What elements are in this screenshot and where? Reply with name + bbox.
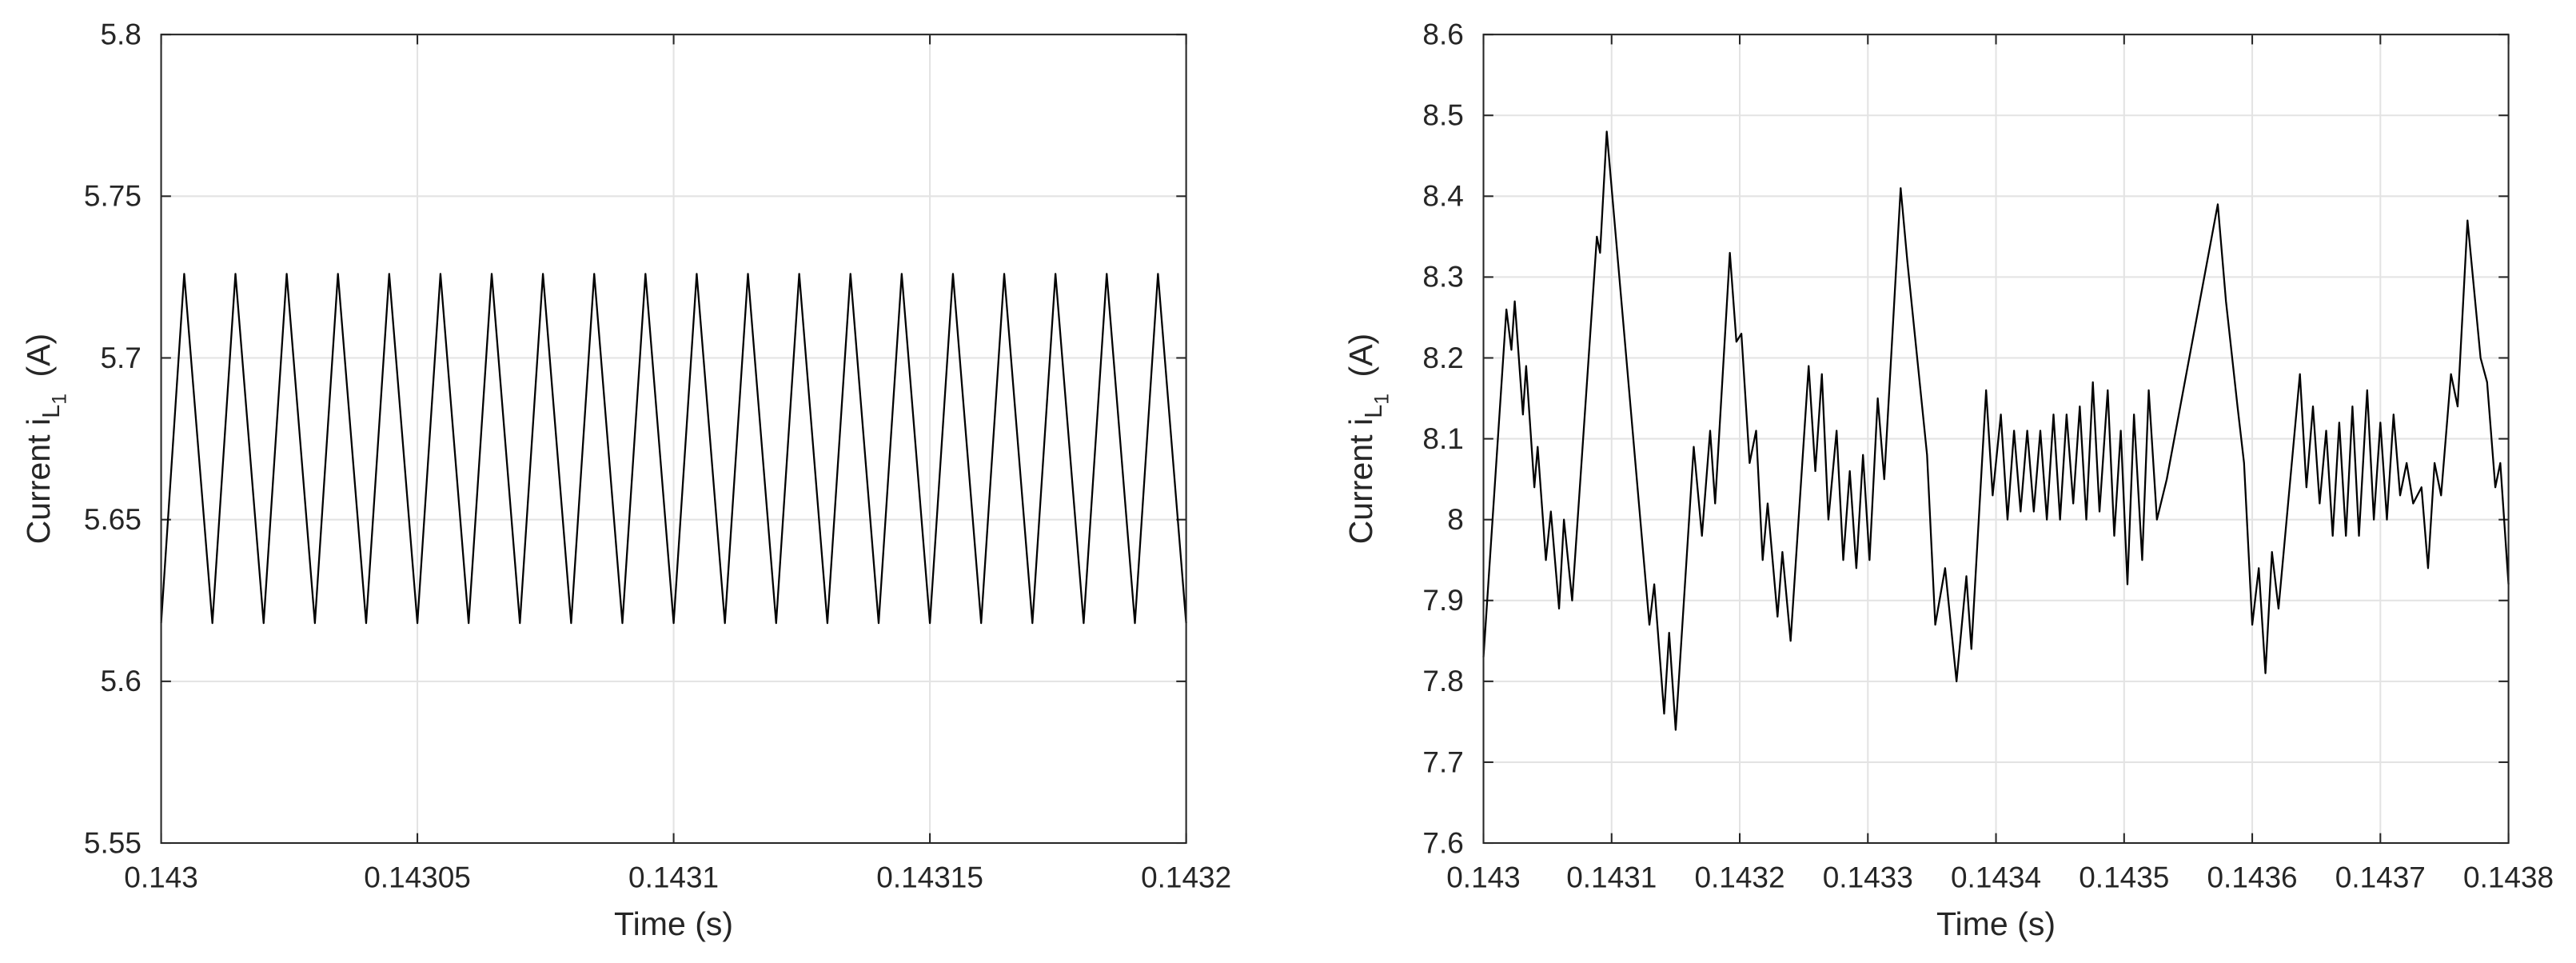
x-tick-label: 0.1433 bbox=[1823, 861, 1913, 893]
x-tick-label: 0.1434 bbox=[1951, 861, 2041, 893]
y-tick-label: 7.7 bbox=[1422, 745, 1463, 778]
y-axis-label-unit: (A) bbox=[1342, 334, 1379, 378]
x-tick-label: 0.1435 bbox=[2079, 861, 2169, 893]
y-axis-label-text: Current i bbox=[20, 418, 57, 545]
x-tick-label: 0.1431 bbox=[1566, 861, 1657, 893]
data-line bbox=[1482, 130, 2510, 731]
y-tick-label: 5.7 bbox=[100, 342, 141, 374]
y-tick-label: 8.3 bbox=[1422, 261, 1463, 294]
y-tick-label: 8.5 bbox=[1422, 99, 1463, 132]
y-tick-label: 5.65 bbox=[84, 503, 142, 536]
y-tick-label: 5.75 bbox=[84, 180, 142, 213]
y-tick-label: 8.4 bbox=[1422, 180, 1463, 213]
y-axis-label-unit: (A) bbox=[20, 334, 57, 378]
y-tick-label: 8 bbox=[1447, 503, 1464, 536]
x-axis-label: Time (s) bbox=[1936, 905, 2056, 942]
y-tick-label: 8.1 bbox=[1422, 422, 1463, 455]
x-axis-label: Time (s) bbox=[614, 905, 733, 942]
y-axis-label-subsub: 1 bbox=[1371, 394, 1393, 405]
y-tick-label: 5.55 bbox=[84, 826, 142, 859]
axes: 0.143 0.14305 0.1431 0.14315 0.1432 5.55 5.6 5.… bbox=[20, 18, 1231, 942]
x-tick-label: 0.1436 bbox=[2207, 861, 2298, 893]
x-tick-label: 0.1437 bbox=[2335, 861, 2426, 893]
x-tick-label: 0.14315 bbox=[876, 861, 983, 893]
x-tick-label: 0.1438 bbox=[2463, 861, 2554, 893]
y-tick-label: 7.8 bbox=[1422, 665, 1463, 697]
x-tick-label: 0.143 bbox=[124, 861, 198, 893]
x-tick-label: 0.1432 bbox=[1694, 861, 1784, 893]
data-line bbox=[160, 273, 1187, 625]
y-axis-label: Current iL1 (A) bbox=[20, 334, 71, 545]
y-tick-label: 7.9 bbox=[1422, 584, 1463, 617]
axes-box bbox=[1482, 34, 2510, 845]
axes: 0.143 0.1431 0.1432 0.1433 0.1434 0.1435 0.143… bbox=[1342, 18, 2554, 942]
y-axis-label-sub: L bbox=[1359, 405, 1387, 418]
y-tick-label: 5.8 bbox=[100, 18, 141, 50]
axes-box bbox=[160, 34, 1187, 845]
x-tick-label: 0.1431 bbox=[628, 861, 719, 893]
y-axis-label-subsub: 1 bbox=[49, 394, 70, 405]
y-tick-label: 7.6 bbox=[1422, 826, 1463, 859]
y-axis-label-sub: L bbox=[37, 405, 65, 418]
y-tick-label: 8.6 bbox=[1422, 18, 1463, 50]
y-axis-label: Current iL1 (A) bbox=[1342, 334, 1394, 545]
x-tick-label: 0.143 bbox=[1446, 861, 1521, 893]
y-tick-label: 5.6 bbox=[100, 665, 141, 697]
y-tick-label: 8.2 bbox=[1422, 342, 1463, 374]
x-tick-label: 0.14305 bbox=[364, 861, 471, 893]
x-tick-label: 0.1432 bbox=[1141, 861, 1231, 893]
y-axis-label-text: Current i bbox=[1342, 418, 1379, 545]
